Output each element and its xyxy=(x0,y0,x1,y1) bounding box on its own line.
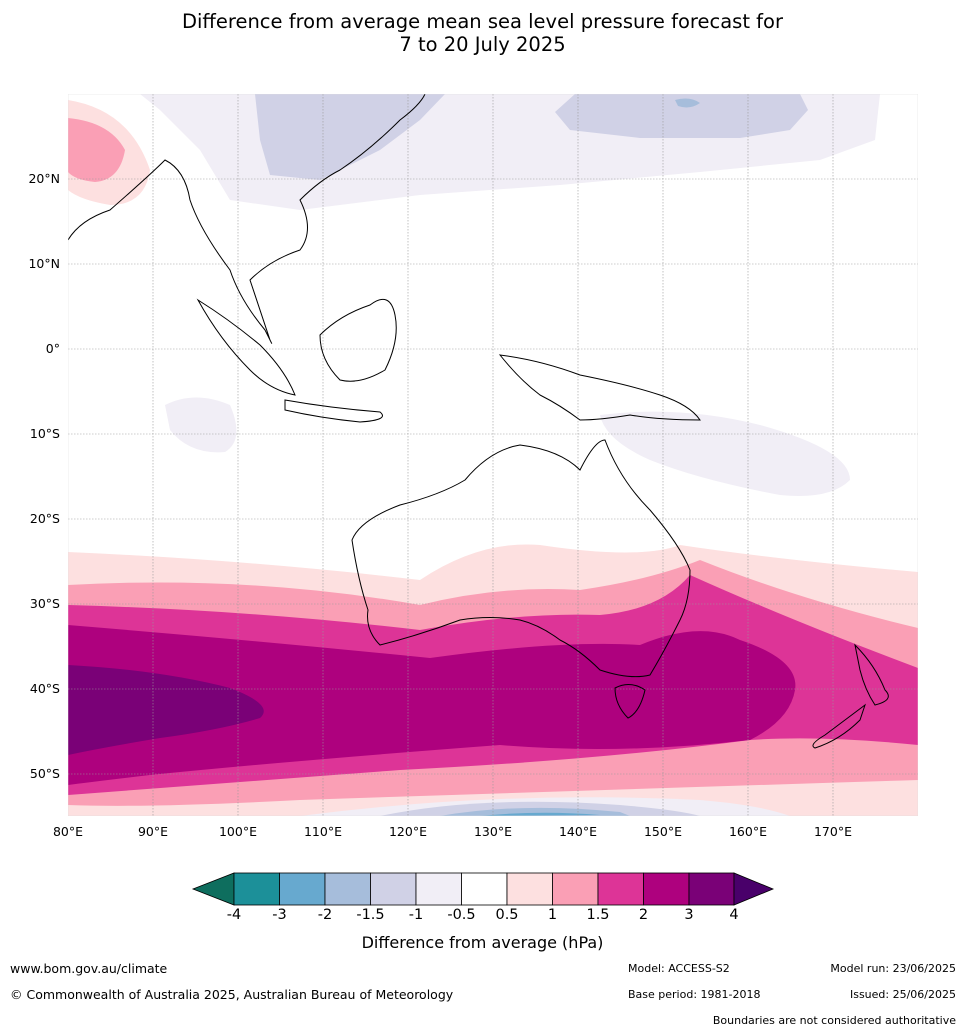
anomaly-fields xyxy=(68,94,918,816)
lat-label-0: 0° xyxy=(45,341,60,356)
map-title-line1: Difference from average mean sea level p… xyxy=(182,10,783,33)
footer-copyright: © Commonwealth of Australia 2025, Austra… xyxy=(10,987,454,1002)
lat-label-10n: 10°N xyxy=(28,256,60,271)
anomaly-region-neg-north-b xyxy=(255,94,445,180)
colorbar-tick: -0.5 xyxy=(447,907,476,923)
anomaly-region-neg-north-d xyxy=(675,98,700,108)
coastline-new-zealand-north xyxy=(854,643,889,706)
lon-label-170e: 170°E xyxy=(813,824,852,839)
anomaly-region-neg-coral xyxy=(600,411,850,496)
lon-label-160e: 160°E xyxy=(728,824,767,839)
colorbar-tick: 0.5 xyxy=(495,907,519,923)
colorbar xyxy=(191,872,775,906)
lon-label-80e: 80°E xyxy=(52,824,84,839)
lat-label-30s: 30°S xyxy=(29,596,60,611)
coastline-new-guinea xyxy=(498,354,701,421)
lat-label-20s: 20°S xyxy=(29,511,60,526)
footer-website: www.bom.gov.au/climate xyxy=(10,961,168,976)
coastline-borneo xyxy=(319,298,397,382)
colorbar-tick: 1 xyxy=(547,907,558,923)
colorbar-tick: -3 xyxy=(272,907,287,923)
colorbar-tick: 1.5 xyxy=(586,907,610,923)
footer-model: Model: ACCESS-S2 xyxy=(628,962,730,975)
coastline-new-zealand-south xyxy=(812,703,866,749)
gridlines xyxy=(68,94,918,816)
anomaly-region-neg-north-c xyxy=(555,94,808,138)
lon-label-120e: 120°E xyxy=(388,824,427,839)
colorbar-tick: -4 xyxy=(226,907,242,923)
colorbar-bin-6 xyxy=(461,872,508,906)
anomaly-band-2 xyxy=(68,625,796,785)
colorbar-tick: 2 xyxy=(638,907,649,923)
colorbar-bin-8 xyxy=(552,872,599,906)
anomaly-region-neg-indian xyxy=(165,397,237,453)
lat-label-50s: 50°S xyxy=(29,766,60,781)
anomaly-band-3 xyxy=(68,665,264,755)
colorbar-bin-2 xyxy=(279,872,326,906)
footer-disclaimer: Boundaries are not considered authoritat… xyxy=(712,1014,956,1027)
colorbar-bin-3 xyxy=(324,872,371,906)
colorbar-extend-high xyxy=(733,872,775,906)
coastlines xyxy=(68,94,889,749)
map-title: Difference from average mean sea level p… xyxy=(0,10,965,56)
lon-label-100e: 100°E xyxy=(218,824,257,839)
colorbar-bin-10 xyxy=(643,872,690,906)
colorbar-tick: -1.5 xyxy=(356,907,385,923)
colorbar-extend-low xyxy=(191,872,235,906)
colorbar-bin-1 xyxy=(233,872,280,906)
colorbar-tick: -2 xyxy=(317,907,333,923)
anomaly-region-neg-south-d xyxy=(480,812,600,816)
colorbar-bin-11 xyxy=(688,872,735,906)
colorbar-bin-4 xyxy=(370,872,417,906)
footer-model-run: Model run: 23/06/2025 xyxy=(830,962,956,975)
lon-label-150e: 150°E xyxy=(643,824,682,839)
coastline-tasmania xyxy=(614,684,646,719)
coastline-java xyxy=(284,399,383,423)
lon-label-90e: 90°E xyxy=(137,824,169,839)
colorbar-tick: -1 xyxy=(408,907,424,923)
colorbar-tick: 4 xyxy=(729,907,739,923)
lon-label-130e: 130°E xyxy=(473,824,512,839)
coastline-asia xyxy=(68,94,426,344)
footer-base-period: Base period: 1981-2018 xyxy=(628,988,761,1001)
colorbar-bin-9 xyxy=(597,872,644,906)
colorbar-bin-7 xyxy=(506,872,553,906)
coastline-sumatra xyxy=(196,298,296,396)
lon-label-140e: 140°E xyxy=(558,824,597,839)
colorbar-tick: 3 xyxy=(684,907,694,923)
lat-label-20n: 20°N xyxy=(28,171,60,186)
colorbar-bin-5 xyxy=(415,872,462,906)
anomaly-region-pos-nw-b xyxy=(68,118,125,182)
lat-label-40s: 40°S xyxy=(29,681,60,696)
lat-label-10s: 10°S xyxy=(29,426,60,441)
footer-issued: Issued: 25/06/2025 xyxy=(849,988,956,1001)
colorbar-title: Difference from average (hPa) xyxy=(361,933,604,952)
map-title-line2: 7 to 20 July 2025 xyxy=(399,33,566,56)
coastline-australia xyxy=(351,439,691,678)
lon-label-110e: 110°E xyxy=(303,824,342,839)
